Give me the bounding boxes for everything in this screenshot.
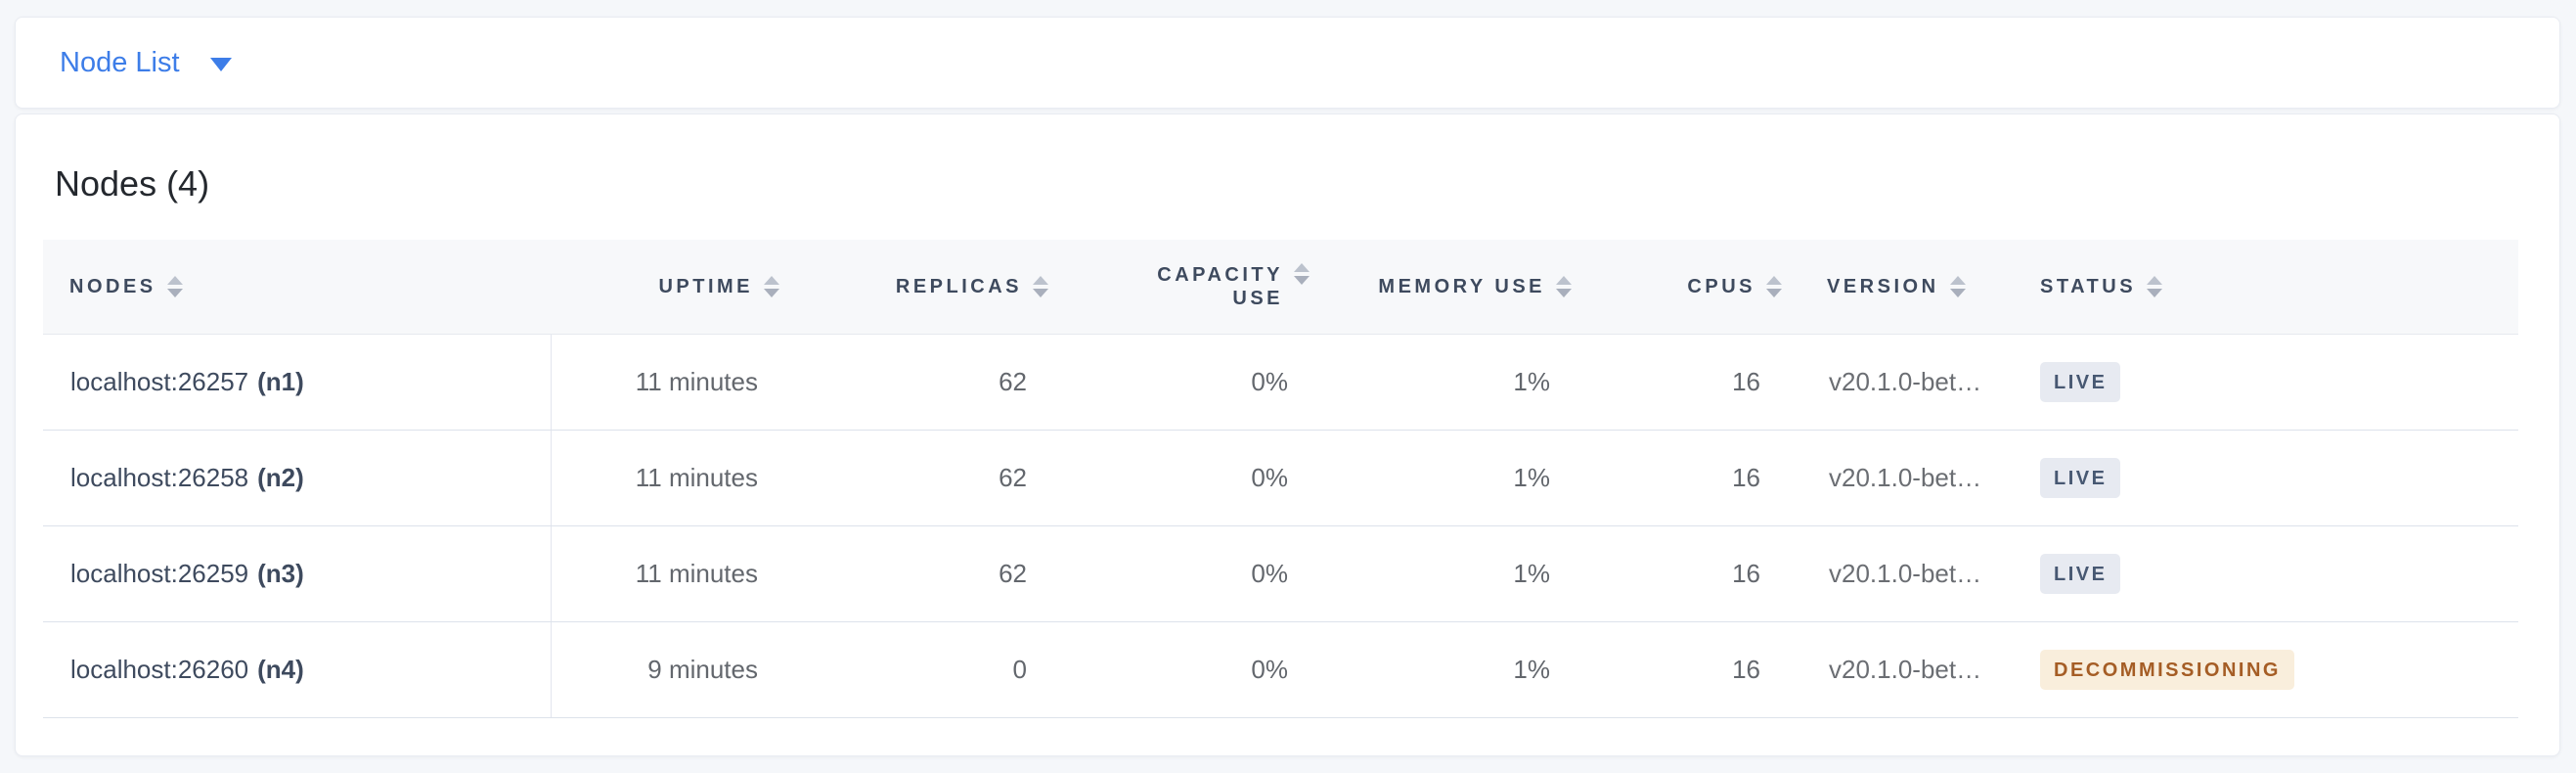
version-cell: v20.1.0-bet… bbox=[1829, 463, 1982, 492]
nodes-panel: Nodes (4) NODES UPTIME REPLICAS CAPACITY… bbox=[15, 114, 2560, 756]
memory-use-cell: 1% bbox=[1513, 367, 1550, 396]
capacity-use-cell: 0% bbox=[1251, 367, 1288, 396]
sort-icon bbox=[764, 276, 779, 297]
capacity-use-cell: 0% bbox=[1251, 655, 1288, 684]
column-header-label: STATUS bbox=[2040, 276, 2137, 297]
status-cell: LIVE bbox=[2013, 335, 2518, 430]
node-address-cell: localhost:26257 (n1) bbox=[43, 335, 552, 430]
replicas-cell: 62 bbox=[999, 463, 1027, 492]
node-list-dropdown-label: Node List bbox=[60, 46, 180, 78]
status-badge: LIVE bbox=[2040, 458, 2121, 498]
version-cell: v20.1.0-bet… bbox=[1829, 655, 1982, 684]
caret-down-icon bbox=[209, 58, 232, 71]
column-header-label: VERSION bbox=[1827, 276, 1939, 297]
version-cell: v20.1.0-bet… bbox=[1829, 559, 1982, 588]
status-cell: DECOMMISSIONING bbox=[2013, 622, 2518, 717]
status-cell: LIVE bbox=[2013, 431, 2518, 525]
cpus-cell: 16 bbox=[1732, 463, 1760, 492]
column-header-replicas[interactable]: REPLICAS bbox=[785, 240, 1054, 334]
sort-icon bbox=[1766, 276, 1782, 297]
replicas-cell: 62 bbox=[999, 367, 1027, 396]
version-cell: v20.1.0-bet… bbox=[1829, 367, 1982, 396]
memory-use-cell: 1% bbox=[1513, 463, 1550, 492]
uptime-cell: 11 minutes bbox=[635, 463, 758, 492]
node-address: localhost:26258 bbox=[70, 463, 249, 492]
page: Node List Nodes (4) NODES UPTIME REPLICA… bbox=[15, 17, 2560, 756]
column-header-uptime[interactable]: UPTIME bbox=[552, 240, 785, 334]
column-header-label: UPTIME bbox=[658, 276, 753, 297]
node-address: localhost:26260 bbox=[70, 655, 249, 684]
sort-icon bbox=[1033, 276, 1048, 297]
node-address-cell: localhost:26259 (n3) bbox=[43, 526, 552, 621]
status-cell: LIVE bbox=[2013, 526, 2518, 621]
node-address-cell: localhost:26260 (n4) bbox=[43, 622, 552, 717]
column-header-label: CPUS bbox=[1687, 276, 1755, 297]
column-header-memory-use[interactable]: MEMORY USE bbox=[1315, 240, 1577, 334]
table-header-row: NODES UPTIME REPLICAS CAPACITY USE MEMOR… bbox=[43, 240, 2518, 335]
memory-use-cell: 1% bbox=[1513, 655, 1550, 684]
column-header-label: CAPACITY USE bbox=[1157, 264, 1283, 309]
cpus-cell: 16 bbox=[1732, 559, 1760, 588]
view-selector-bar: Node List bbox=[15, 17, 2560, 109]
uptime-cell: 11 minutes bbox=[635, 367, 758, 396]
sort-icon bbox=[2147, 276, 2163, 297]
cpus-cell: 16 bbox=[1732, 367, 1760, 396]
node-id: (n4) bbox=[257, 655, 304, 684]
sort-icon bbox=[166, 276, 183, 297]
column-header-capacity-use[interactable]: CAPACITY USE bbox=[1054, 240, 1315, 334]
column-header-nodes[interactable]: NODES bbox=[43, 240, 552, 334]
node-row[interactable]: localhost:26257 (n1) 11 minutes 62 0% 1%… bbox=[43, 335, 2518, 431]
node-id: (n1) bbox=[257, 367, 304, 396]
column-header-label: NODES bbox=[69, 276, 156, 297]
node-row[interactable]: localhost:26259 (n3) 11 minutes 62 0% 1%… bbox=[43, 526, 2518, 622]
node-address: localhost:26259 bbox=[70, 559, 249, 588]
status-badge: DECOMMISSIONING bbox=[2040, 650, 2294, 690]
uptime-cell: 11 minutes bbox=[635, 559, 758, 588]
column-header-version[interactable]: VERSION bbox=[1788, 240, 2013, 334]
capacity-use-cell: 0% bbox=[1251, 559, 1288, 588]
column-header-label: REPLICAS bbox=[895, 276, 1022, 297]
nodes-table: NODES UPTIME REPLICAS CAPACITY USE MEMOR… bbox=[43, 240, 2518, 718]
status-badge: LIVE bbox=[2040, 362, 2121, 402]
cpus-cell: 16 bbox=[1732, 655, 1760, 684]
node-row[interactable]: localhost:26260 (n4) 9 minutes 0 0% 1% 1… bbox=[43, 622, 2518, 718]
sort-icon bbox=[1294, 263, 1310, 285]
sort-icon bbox=[1556, 276, 1572, 297]
sort-icon bbox=[1949, 276, 1966, 297]
node-row[interactable]: localhost:26258 (n2) 11 minutes 62 0% 1%… bbox=[43, 431, 2518, 526]
status-badge: LIVE bbox=[2040, 554, 2121, 594]
node-list-dropdown[interactable]: Node List bbox=[60, 47, 232, 79]
column-header-status[interactable]: STATUS bbox=[2013, 240, 2518, 334]
memory-use-cell: 1% bbox=[1513, 559, 1550, 588]
node-address: localhost:26257 bbox=[70, 367, 249, 396]
page-title: Nodes (4) bbox=[55, 163, 210, 204]
replicas-cell: 0 bbox=[1012, 655, 1027, 684]
node-id: (n2) bbox=[257, 463, 304, 492]
column-header-cpus[interactable]: CPUS bbox=[1577, 240, 1788, 334]
node-address-cell: localhost:26258 (n2) bbox=[43, 431, 552, 525]
capacity-use-cell: 0% bbox=[1251, 463, 1288, 492]
node-id: (n3) bbox=[257, 559, 304, 588]
column-header-label: MEMORY USE bbox=[1378, 276, 1545, 297]
replicas-cell: 62 bbox=[999, 559, 1027, 588]
uptime-cell: 9 minutes bbox=[647, 655, 758, 684]
